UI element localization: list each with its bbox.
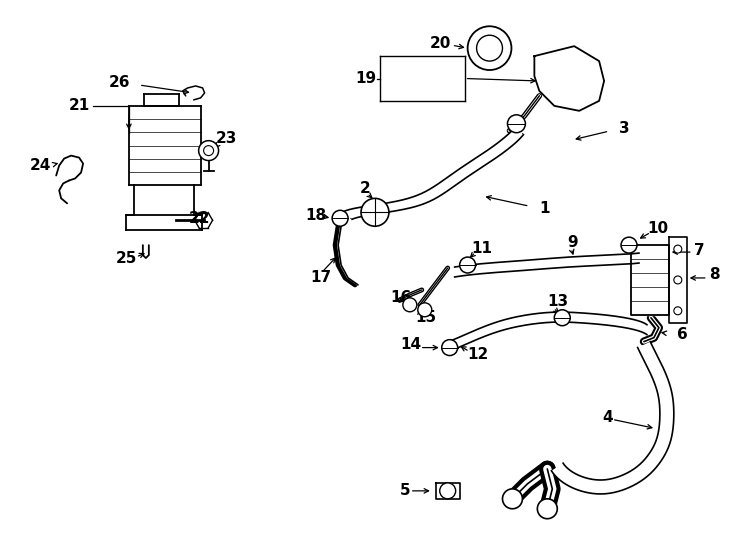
Circle shape: [440, 483, 456, 499]
Polygon shape: [445, 312, 647, 353]
Text: 15: 15: [415, 310, 436, 325]
Text: 4: 4: [602, 410, 613, 425]
Text: 6: 6: [677, 327, 688, 342]
Circle shape: [199, 140, 219, 160]
Circle shape: [621, 237, 637, 253]
Text: 19: 19: [355, 71, 376, 86]
Circle shape: [674, 276, 682, 284]
Circle shape: [418, 303, 432, 317]
Text: 25: 25: [116, 251, 137, 266]
Text: 10: 10: [647, 221, 668, 236]
Circle shape: [537, 499, 557, 519]
Text: 24: 24: [29, 158, 51, 173]
Text: 22: 22: [189, 211, 210, 226]
Text: 12: 12: [468, 347, 489, 362]
Polygon shape: [436, 483, 459, 499]
Circle shape: [468, 26, 512, 70]
Text: 23: 23: [216, 131, 237, 146]
Text: 8: 8: [709, 267, 719, 282]
Text: 13: 13: [548, 294, 568, 309]
Polygon shape: [669, 237, 687, 323]
Text: 20: 20: [430, 36, 451, 51]
Text: 16: 16: [390, 291, 411, 305]
Text: 2: 2: [360, 181, 371, 196]
Circle shape: [332, 210, 348, 226]
Circle shape: [361, 198, 389, 226]
Circle shape: [503, 489, 523, 509]
Text: 7: 7: [694, 242, 705, 258]
Circle shape: [442, 340, 458, 355]
Text: 18: 18: [305, 208, 327, 223]
Polygon shape: [534, 46, 604, 111]
Text: 14: 14: [400, 337, 421, 352]
Polygon shape: [551, 342, 674, 494]
Polygon shape: [631, 245, 669, 315]
Circle shape: [674, 307, 682, 315]
Text: 5: 5: [400, 483, 410, 498]
Text: 21: 21: [69, 98, 90, 113]
Text: 9: 9: [567, 235, 578, 249]
Circle shape: [554, 310, 570, 326]
Circle shape: [674, 245, 682, 253]
Circle shape: [507, 115, 526, 133]
Text: 1: 1: [539, 201, 550, 216]
Polygon shape: [454, 253, 639, 277]
Text: 17: 17: [310, 271, 331, 286]
Text: 3: 3: [619, 122, 630, 136]
Circle shape: [403, 298, 417, 312]
Text: 11: 11: [472, 241, 493, 255]
Polygon shape: [344, 127, 523, 219]
Text: 26: 26: [109, 76, 131, 91]
Circle shape: [459, 257, 476, 273]
